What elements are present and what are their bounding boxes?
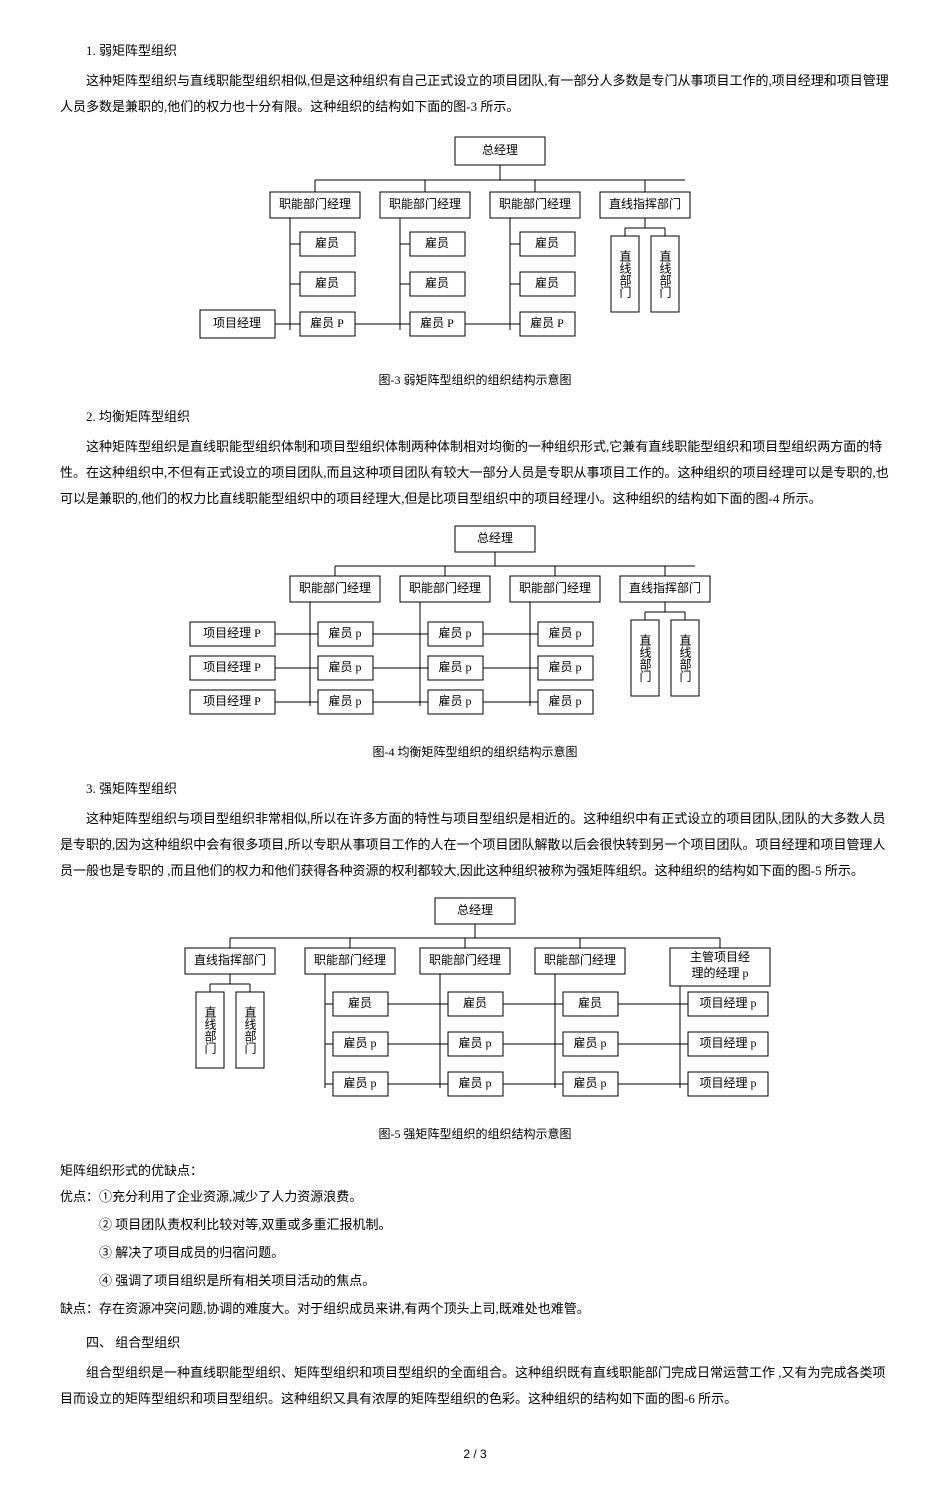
svg-text:雇员: 雇员 [348,995,372,1010]
diagram-4: 总经理 职能部门经理 职能部门经理 职能部门经理 直线指挥部门 项目经理 P 项… [60,524,890,734]
svg-text:职能部门经理: 职能部门经理 [544,952,616,967]
svg-text:雇员 p: 雇员 p [343,1075,376,1090]
svg-text:职能部门经理: 职能部门经理 [299,580,371,595]
svg-text:直线指挥部门: 直线指挥部门 [609,196,681,211]
sec2-para: 这种矩阵型组织是直线职能型组织体制和项目型组织体制两种体制相对均衡的一种组织形式… [60,434,890,512]
svg-text:总经理: 总经理 [457,903,493,917]
page-number: 2 / 3 [60,1442,890,1466]
svg-text:职能部门经理: 职能部门经理 [409,580,481,595]
svg-text:直线部门: 直线部门 [638,634,652,682]
pros-line-1: 优点：①充分利用了企业资源,减少了人力资源浪费。 [60,1184,890,1210]
sec4-para: 组合型组织是一种直线职能型组织、矩阵型组织和项目型组织的全面组合。这种组织既有直… [60,1360,890,1412]
svg-text:直线部门: 直线部门 [243,1006,257,1054]
svg-text:理的经理 p: 理的经理 p [691,965,748,980]
sec4-title: 四、 组合型组织 [60,1330,890,1356]
pros-line-4: ④ 强调了项目组织是所有相关项目活动的焦点。 [60,1268,890,1294]
svg-text:职能部门经理: 职能部门经理 [389,196,461,211]
svg-text:雇员 P: 雇员 P [530,315,564,330]
svg-text:项目经理 p: 项目经理 p [699,1076,756,1090]
svg-text:雇员 p: 雇员 p [458,1075,491,1090]
svg-text:雇员 p: 雇员 p [328,693,361,708]
sec1-title: 1. 弱矩阵型组织 [60,38,890,64]
svg-text:职能部门经理: 职能部门经理 [499,196,571,211]
svg-text:雇员: 雇员 [578,995,602,1010]
svg-text:职能部门经理: 职能部门经理 [519,580,591,595]
svg-text:项目经理 p: 项目经理 p [699,1036,756,1050]
adv-header: 矩阵组织形式的优缺点： [60,1158,890,1184]
svg-text:雇员 p: 雇员 p [438,625,471,640]
caption-3: 图-3 弱矩阵型组织的组织结构示意图 [60,368,890,392]
svg-text:雇员: 雇员 [535,235,559,250]
caption-5: 图-5 强矩阵型组织的组织结构示意图 [60,1122,890,1146]
sec3-title: 3. 强矩阵型组织 [60,776,890,802]
svg-text:总经理: 总经理 [482,143,518,157]
svg-text:雇员 p: 雇员 p [573,1075,606,1090]
svg-text:雇员 p: 雇员 p [438,659,471,674]
svg-text:雇员 p: 雇员 p [328,659,361,674]
svg-text:项目经理 p: 项目经理 p [699,996,756,1010]
pros-line-2: ② 项目团队责权利比较对等,双重或多重汇报机制。 [60,1212,890,1238]
svg-text:雇员: 雇员 [425,275,449,290]
svg-text:雇员 p: 雇员 p [458,1035,491,1050]
svg-text:项目经理 P: 项目经理 P [203,660,261,674]
svg-text:雇员: 雇员 [535,275,559,290]
svg-text:直线部门: 直线部门 [618,250,632,298]
svg-text:项目经理: 项目经理 [213,316,261,330]
svg-text:直线部门: 直线部门 [658,250,672,298]
svg-text:职能部门经理: 职能部门经理 [279,196,351,211]
sec2-title: 2. 均衡矩阵型组织 [60,404,890,430]
sec1-para: 这种矩阵型组织与直线职能型组织相似,但是这种组织有自己正式设立的项目团队,有一部… [60,68,890,120]
svg-text:雇员 P: 雇员 P [420,315,454,330]
svg-text:职能部门经理: 职能部门经理 [429,952,501,967]
svg-text:雇员 p: 雇员 p [548,625,581,640]
svg-text:职能部门经理: 职能部门经理 [314,952,386,967]
svg-text:雇员 p: 雇员 p [548,659,581,674]
svg-text:雇员 p: 雇员 p [548,693,581,708]
svg-text:主管项目经: 主管项目经 [690,949,750,964]
svg-text:直线部门: 直线部门 [203,1006,217,1054]
svg-text:项目经理 P: 项目经理 P [203,626,261,640]
cons-line: 缺点：存在资源冲突问题,协调的难度大。对于组织成员来讲,有两个顶头上司,既难处也… [60,1296,890,1322]
svg-text:雇员 P: 雇员 P [310,315,344,330]
svg-text:总经理: 总经理 [477,531,513,545]
svg-text:直线指挥部门: 直线指挥部门 [194,952,266,967]
svg-text:雇员: 雇员 [425,235,449,250]
diagram-3: 总经理 职能部门经理 职能部门经理 职能部门经理 直线指挥部门 雇员 雇员 雇员… [60,132,890,362]
svg-text:直线部门: 直线部门 [678,634,692,682]
pros-line-3: ③ 解决了项目成员的归宿问题。 [60,1240,890,1266]
svg-text:雇员: 雇员 [315,235,339,250]
diagram-5: 总经理 直线指挥部门 职能部门经理 职能部门经理 职能部门经理 主管项目经 理的… [60,896,890,1116]
svg-text:雇员 p: 雇员 p [343,1035,376,1050]
svg-text:雇员: 雇员 [315,275,339,290]
svg-text:雇员: 雇员 [463,995,487,1010]
svg-text:雇员 p: 雇员 p [438,693,471,708]
sec3-para: 这种矩阵型组织与项目型组织非常相似,所以在许多方面的特性与项目型组织是相近的。这… [60,806,890,884]
svg-text:项目经理 P: 项目经理 P [203,694,261,708]
svg-text:雇员 p: 雇员 p [573,1035,606,1050]
svg-text:雇员 p: 雇员 p [328,625,361,640]
svg-text:直线指挥部门: 直线指挥部门 [629,580,701,595]
caption-4: 图-4 均衡矩阵型组织的组织结构示意图 [60,740,890,764]
